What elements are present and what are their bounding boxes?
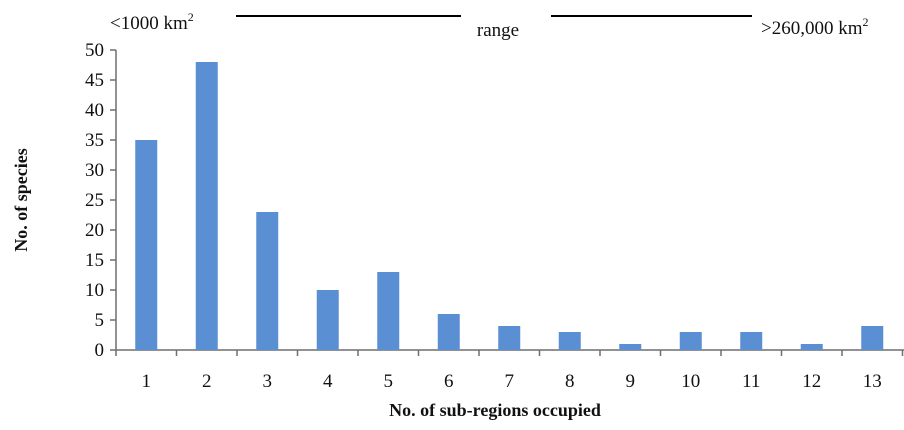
x-tick-label: 3 — [263, 371, 273, 392]
x-tick-label: 11 — [742, 371, 760, 392]
y-tick-label: 35 — [85, 130, 104, 151]
x-tick-label: 4 — [323, 371, 333, 392]
x-tick-label: 1 — [142, 371, 152, 392]
y-tick-label: 30 — [85, 160, 104, 181]
x-tick-label: 6 — [444, 371, 454, 392]
bar-11 — [740, 332, 763, 350]
bar-1 — [135, 140, 158, 350]
x-axis-ticks: 1 2 3 4 5 6 7 8 9 10 11 12 13 — [115, 350, 904, 392]
y-tick-label: 15 — [85, 250, 104, 271]
bar-7 — [498, 326, 521, 350]
range-center-label: range — [477, 20, 519, 41]
bar-12 — [800, 344, 823, 350]
x-tick-label: 7 — [505, 371, 515, 392]
x-tick-label: 5 — [384, 371, 394, 392]
bar-13 — [861, 326, 884, 350]
y-tick-label: 20 — [85, 220, 104, 241]
y-axis-title: No. of species — [11, 148, 31, 251]
bar-5 — [377, 272, 400, 350]
bar-2 — [195, 62, 218, 350]
y-tick-label: 10 — [85, 280, 104, 301]
y-tick-label: 0 — [95, 340, 105, 361]
bar-8 — [558, 332, 581, 350]
y-tick-label: 40 — [85, 100, 104, 121]
range-right-label: >260,000 km2 — [761, 15, 869, 39]
y-axis-ticks: 0 5 10 15 20 25 30 35 40 45 50 — [85, 40, 116, 361]
x-axis-title: No. of sub-regions occupied — [389, 400, 601, 420]
x-tick-label: 12 — [802, 371, 821, 392]
bar-9 — [619, 344, 642, 350]
bar-10 — [679, 332, 702, 350]
range-left-label: <1000 km2 — [110, 10, 194, 34]
bar-6 — [437, 314, 460, 350]
y-tick-label: 25 — [85, 190, 104, 211]
bars — [135, 62, 884, 350]
x-tick-label: 10 — [681, 371, 700, 392]
y-tick-label: 45 — [85, 70, 104, 91]
x-tick-label: 8 — [565, 371, 575, 392]
y-tick-label: 50 — [85, 40, 104, 61]
x-tick-label: 13 — [863, 371, 882, 392]
x-tick-label: 9 — [626, 371, 636, 392]
bar-3 — [256, 212, 279, 350]
x-tick-label: 2 — [202, 371, 212, 392]
y-tick-label: 5 — [95, 310, 105, 331]
bar-4 — [316, 290, 339, 350]
